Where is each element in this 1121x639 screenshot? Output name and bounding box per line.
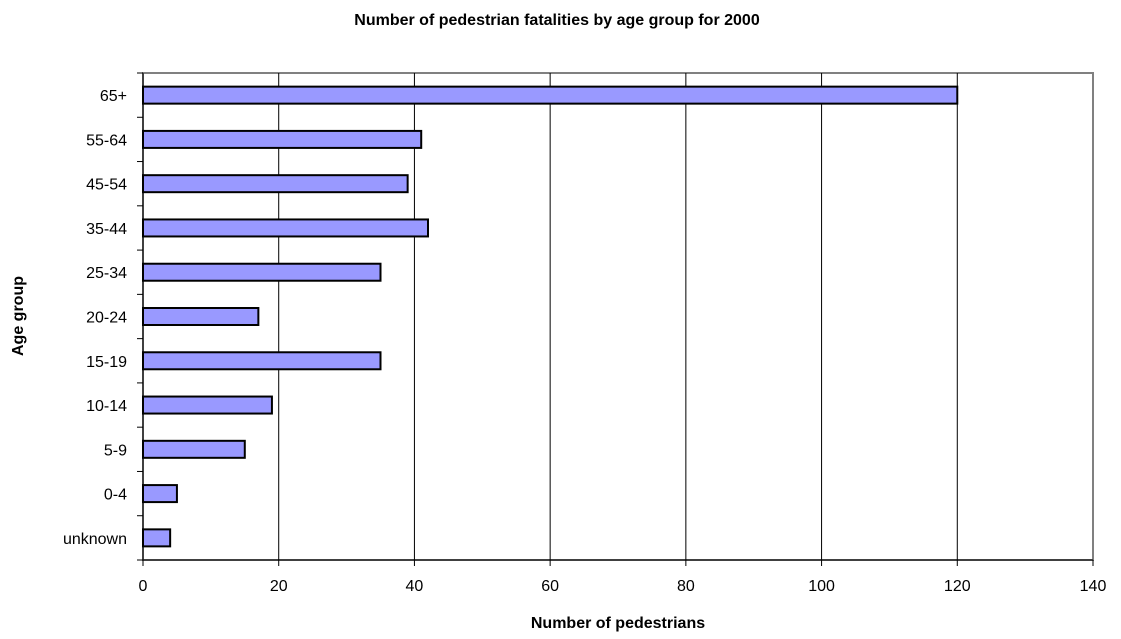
x-axis-label: Number of pedestrians — [531, 615, 705, 632]
x-ticks: 0 20 40 60 80 100 120 140 — [139, 560, 1107, 595]
bar-25-34 — [142, 262, 382, 282]
bar-10-14 — [142, 395, 273, 415]
y-tick-label: 20-24 — [86, 310, 127, 327]
y-tick-label: 0-4 — [104, 487, 127, 504]
y-tick-label: unknown — [63, 531, 127, 548]
x-tick-label: 20 — [270, 578, 288, 595]
bar-45-54 — [142, 174, 409, 194]
y-tick-label: 55-64 — [86, 132, 127, 149]
bar-15-19 — [142, 351, 382, 371]
gridlines — [278, 73, 958, 560]
x-tick-label: 80 — [677, 578, 695, 595]
y-tick-label: 10-14 — [86, 398, 127, 415]
y-tick-label: 25-34 — [86, 265, 127, 282]
bar-0-4 — [142, 484, 178, 504]
bars — [142, 85, 959, 548]
y-axis-label: Age group — [10, 276, 27, 356]
y-ticks: 65+ 55-64 45-54 35-44 25-34 20-24 15-19 10-14 5-… — [63, 72, 143, 561]
y-tick-label: 65+ — [100, 88, 127, 105]
y-tick-label: 35-44 — [86, 221, 127, 238]
plot-area: 65+ 55-64 45-54 35-44 25-34 20-24 15-19 10-14 5-… — [63, 72, 1107, 595]
bar-35-44 — [142, 218, 429, 238]
y-tick-label: 45-54 — [86, 177, 127, 194]
x-tick-label: 140 — [1080, 578, 1107, 595]
x-tick-label: 100 — [808, 578, 835, 595]
y-tick-label: 15-19 — [86, 354, 127, 371]
x-tick-label: 0 — [139, 578, 148, 595]
bar-65+ — [142, 85, 959, 105]
bar-20-24 — [142, 307, 260, 326]
chart-title: Number of pedestrian fatalities by age g… — [354, 12, 760, 29]
bar-55-64 — [142, 129, 423, 149]
bar-unknown — [142, 528, 172, 548]
y-tick-label: 5-9 — [104, 442, 127, 459]
x-tick-label: 40 — [406, 578, 424, 595]
x-tick-label: 60 — [541, 578, 559, 595]
bar-5-9 — [142, 439, 246, 459]
x-tick-label: 120 — [944, 578, 971, 595]
